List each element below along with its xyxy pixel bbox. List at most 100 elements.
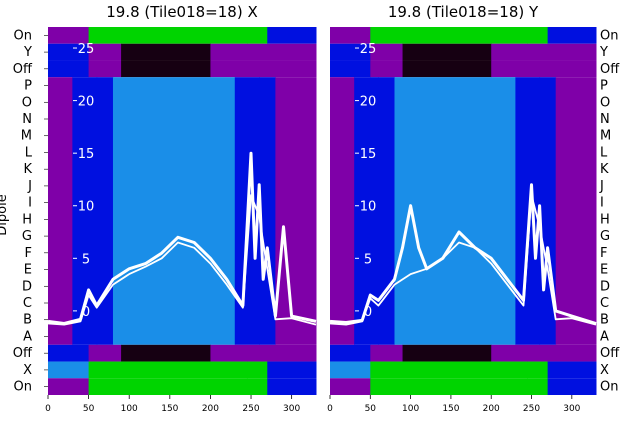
row-label: C (600, 296, 609, 311)
heatmap-cell (330, 344, 371, 362)
panel-title: 19.8 (Tile018=18) Y (388, 3, 539, 21)
row-label: O (22, 95, 32, 110)
row-label: X (600, 363, 609, 378)
overlay-tick-label: 15 (360, 147, 377, 162)
row-label: I (28, 196, 32, 211)
heatmap-cell (491, 60, 597, 78)
heatmap-cell (330, 27, 371, 44)
row-label: E (24, 263, 32, 278)
heatmap-cell (370, 361, 528, 379)
row-label: On (600, 380, 618, 395)
overlay-tick-label: 5 (82, 252, 90, 267)
overlay-tick-label: 15 (78, 147, 95, 162)
heatmap-cell (48, 60, 90, 78)
overlay-tick-label: 20 (78, 95, 95, 110)
heatmap-cell (370, 378, 528, 395)
heatmap-cell (210, 60, 317, 78)
row-label: On (14, 28, 32, 43)
row-label: P (600, 79, 608, 94)
row-label: C (23, 296, 32, 311)
heatmap-cell (48, 27, 90, 44)
x-tick-label: 250 (523, 404, 540, 414)
heatmap-cell (121, 344, 211, 362)
overlay-tick-label: 25 (360, 42, 377, 57)
heatmap-cell (88, 60, 122, 78)
overlay-series-line (329, 183, 597, 325)
overlay-tick-label: 0 (364, 305, 372, 320)
heatmap-cell (527, 27, 549, 44)
row-label: P (24, 79, 32, 94)
heatmap-cell (88, 361, 248, 379)
heatmap-cell (48, 344, 90, 362)
heatmap-cell (267, 27, 317, 44)
row-label: K (23, 162, 32, 177)
heatmap-cell (370, 60, 404, 78)
heatmap-cell (246, 361, 268, 379)
heatmap-cell (88, 43, 122, 61)
row-label: N (22, 112, 32, 127)
heatmap-cell (527, 361, 549, 379)
x-tick-label: 200 (202, 404, 219, 414)
overlay-tick-label: 0 (82, 305, 90, 320)
overlay-series-line (47, 194, 317, 326)
row-label: I (600, 196, 604, 211)
row-label: B (600, 313, 609, 328)
row-label: F (600, 246, 607, 261)
x-tick-label: 50 (83, 404, 95, 414)
heatmap-cell (330, 361, 371, 379)
row-label: G (600, 229, 610, 244)
row-label: F (25, 246, 32, 261)
panel-title: 19.8 (Tile018=18) X (106, 3, 257, 21)
x-tick-label: 200 (483, 404, 500, 414)
heatmap-cell (330, 60, 371, 78)
row-label: Y (23, 45, 32, 60)
row-label: Off (13, 62, 33, 77)
x-tick-label: 250 (242, 404, 259, 414)
heatmap-cell (267, 378, 317, 395)
heatmap-cell (96, 77, 114, 345)
row-label: Off (600, 62, 620, 77)
heatmap-cell (330, 43, 371, 61)
heatmap-cell (210, 43, 317, 61)
row-label: M (21, 129, 32, 144)
heatmap-cell (491, 344, 597, 362)
heatmap-cell (330, 77, 355, 345)
panel-2: 19.8 (Tile018=18) Y On Y Off PONMLKJIHGFEDCB… (327, 3, 620, 414)
x-tick-label: 0 (45, 404, 51, 414)
heatmap-cell (547, 27, 597, 44)
row-label: M (600, 129, 611, 144)
panel-1: 19.8 (Tile018=18) X On Y Off PONMLKJIHGFEDCB… (13, 3, 317, 414)
row-label: Off (13, 346, 33, 361)
heatmap-cell (210, 344, 317, 362)
heatmap-cell (330, 378, 371, 395)
x-tick-label: 0 (327, 404, 333, 414)
row-label: N (600, 112, 610, 127)
row-label: J (27, 179, 32, 194)
row-label: K (600, 162, 609, 177)
heatmap-cell (370, 344, 404, 362)
heatmap-cell (88, 378, 248, 395)
heatmap-cell (246, 27, 268, 44)
heatmap-cell (121, 43, 211, 61)
row-label: On (14, 380, 32, 395)
heatmap-cell (48, 77, 73, 345)
row-label: On (600, 28, 618, 43)
heatmap-cell (88, 344, 122, 362)
heatmap-cell (402, 344, 492, 362)
y-axis-label: Dipole (0, 194, 10, 235)
heatmap-cell (48, 361, 90, 379)
row-label: D (22, 279, 32, 294)
x-tick-label: 150 (161, 404, 178, 414)
row-label: E (600, 263, 608, 278)
row-label: X (23, 363, 32, 378)
row-label: A (23, 329, 32, 344)
heatmap-cell (527, 378, 549, 395)
x-tick-label: 100 (121, 404, 138, 414)
x-tick-label: 300 (563, 404, 580, 414)
row-label: H (22, 212, 32, 227)
heatmap-cell (555, 77, 597, 345)
row-label: H (600, 212, 610, 227)
x-tick-label: 50 (365, 404, 377, 414)
row-label: G (22, 229, 32, 244)
heatmap-cell (402, 60, 492, 78)
